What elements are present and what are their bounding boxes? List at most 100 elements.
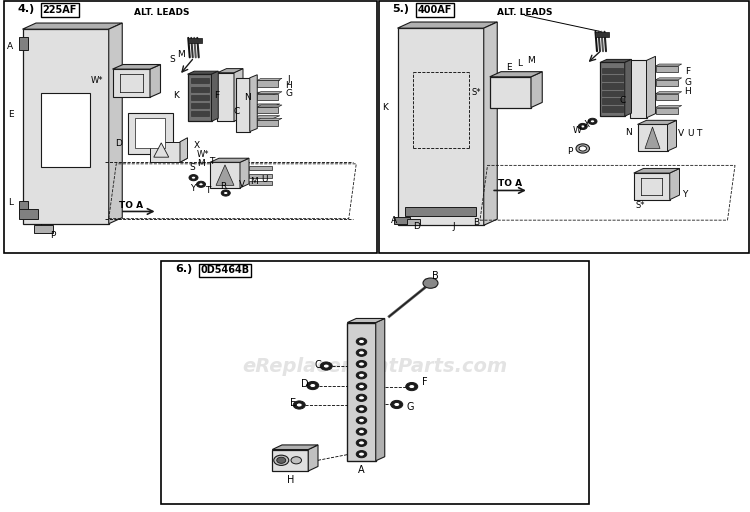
Text: W*: W*: [91, 76, 104, 85]
Circle shape: [580, 125, 585, 128]
Circle shape: [358, 430, 364, 434]
Circle shape: [224, 191, 228, 195]
Polygon shape: [22, 23, 122, 29]
Circle shape: [358, 407, 364, 411]
Bar: [4, 1, 376, 253]
Text: F: F: [422, 377, 428, 388]
Text: D: D: [413, 222, 420, 231]
Text: M: M: [197, 159, 205, 168]
Polygon shape: [308, 445, 318, 471]
Bar: [34, 225, 53, 233]
Bar: [190, 111, 208, 116]
Text: E: E: [506, 63, 512, 72]
Polygon shape: [656, 94, 678, 100]
Text: P: P: [50, 230, 55, 240]
Polygon shape: [249, 181, 272, 185]
Polygon shape: [217, 69, 243, 73]
Circle shape: [356, 338, 367, 345]
Polygon shape: [210, 158, 249, 162]
Polygon shape: [656, 64, 682, 66]
Text: ALT. LEADS: ALT. LEADS: [134, 8, 189, 17]
Bar: [19, 37, 28, 50]
Bar: [602, 91, 622, 96]
Circle shape: [356, 383, 367, 390]
Circle shape: [291, 457, 302, 464]
Circle shape: [358, 339, 364, 344]
Circle shape: [277, 457, 286, 463]
Polygon shape: [398, 28, 484, 225]
Circle shape: [406, 382, 418, 391]
Circle shape: [221, 190, 230, 196]
Polygon shape: [112, 69, 150, 97]
Polygon shape: [376, 318, 385, 461]
Text: E: E: [8, 110, 14, 119]
Polygon shape: [272, 445, 318, 450]
Text: ALT. LEADS: ALT. LEADS: [497, 8, 553, 17]
Polygon shape: [484, 22, 497, 225]
Text: TO A: TO A: [498, 179, 522, 188]
Circle shape: [356, 394, 367, 401]
Circle shape: [423, 278, 438, 288]
Polygon shape: [216, 165, 234, 185]
Circle shape: [296, 403, 302, 407]
Text: J: J: [452, 222, 455, 231]
Circle shape: [196, 181, 206, 187]
Polygon shape: [656, 92, 682, 94]
Circle shape: [356, 439, 367, 446]
Text: S: S: [190, 163, 196, 172]
Polygon shape: [112, 65, 160, 69]
Text: J: J: [287, 75, 290, 84]
Circle shape: [409, 385, 415, 389]
Polygon shape: [656, 66, 678, 72]
Polygon shape: [646, 56, 656, 118]
Polygon shape: [109, 23, 122, 224]
Text: S: S: [169, 55, 175, 65]
Bar: [394, 217, 410, 224]
Text: C: C: [234, 107, 240, 116]
Text: B: B: [432, 271, 439, 282]
Polygon shape: [150, 142, 180, 162]
Circle shape: [320, 362, 332, 370]
Text: K: K: [382, 102, 388, 112]
Bar: [19, 209, 38, 219]
Text: C: C: [314, 359, 321, 370]
Text: eReplacementParts.com: eReplacementParts.com: [242, 356, 508, 376]
Circle shape: [576, 144, 590, 153]
Text: 6.): 6.): [175, 264, 192, 274]
Circle shape: [356, 451, 367, 458]
Text: W: W: [573, 126, 582, 135]
Text: H: H: [685, 88, 692, 96]
Circle shape: [189, 175, 198, 181]
Circle shape: [578, 123, 587, 130]
Text: N: N: [625, 128, 632, 137]
Text: G: G: [406, 402, 414, 412]
Bar: [406, 219, 420, 225]
Polygon shape: [211, 71, 218, 121]
Polygon shape: [257, 107, 278, 113]
Polygon shape: [645, 127, 660, 148]
Polygon shape: [630, 60, 646, 118]
Polygon shape: [251, 80, 280, 83]
Polygon shape: [625, 59, 632, 116]
Polygon shape: [634, 168, 680, 173]
Polygon shape: [272, 450, 308, 471]
Bar: [602, 75, 622, 81]
Text: 4.): 4.): [17, 4, 34, 14]
Polygon shape: [595, 32, 609, 37]
Text: T: T: [209, 157, 215, 166]
Polygon shape: [531, 72, 542, 108]
Text: X: X: [584, 120, 590, 129]
Text: M: M: [177, 50, 184, 59]
Bar: [41, 93, 90, 167]
Circle shape: [274, 455, 289, 465]
Text: R: R: [220, 182, 226, 191]
Polygon shape: [490, 77, 531, 108]
Text: S*: S*: [635, 201, 644, 210]
Text: W*: W*: [196, 150, 209, 159]
Text: M: M: [250, 177, 257, 186]
Bar: [405, 207, 476, 216]
Circle shape: [358, 362, 364, 366]
Polygon shape: [210, 162, 240, 188]
Bar: [602, 106, 622, 112]
Polygon shape: [257, 78, 282, 80]
